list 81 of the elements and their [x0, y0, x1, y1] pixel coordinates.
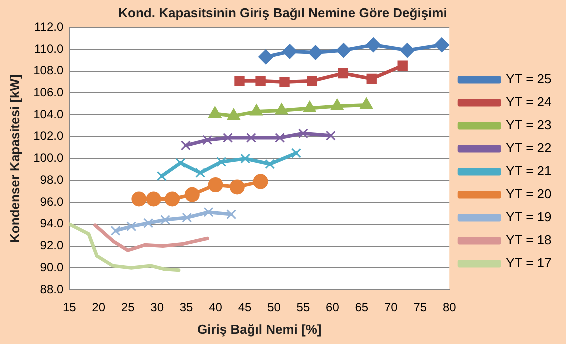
- point: [298, 128, 308, 139]
- y-tick-label: 94.0: [40, 216, 64, 231]
- point: [282, 44, 298, 60]
- y-tick-label: 108.0: [34, 64, 64, 78]
- x-tick-label: 15: [62, 300, 77, 315]
- x-tick-label: 60: [326, 300, 340, 315]
- point: [157, 171, 167, 182]
- legend-label: YT = 18: [506, 232, 552, 248]
- legend-label: YT = 21: [506, 164, 552, 179]
- chart-title: Kond. Kapasitsinin Giriş Bağıl Nemine Göre Değişimi: [118, 5, 448, 20]
- point: [366, 38, 382, 53]
- x-tick-label: 45: [238, 300, 252, 315]
- x-tick-label: 80: [442, 300, 457, 315]
- y-tick-label: 110.0: [34, 42, 64, 56]
- y-tick-label: 106.0: [34, 86, 64, 100]
- x-tick-label: 35: [180, 300, 194, 315]
- y-tick-label: 88.0: [40, 282, 64, 296]
- point: [216, 157, 227, 168]
- point: [326, 130, 336, 141]
- point: [291, 148, 302, 158]
- legend-label: YT = 17: [506, 256, 552, 271]
- y-tick-label: 92.0: [40, 238, 64, 253]
- y-tick-label: 100.0: [34, 151, 64, 166]
- point: [204, 207, 214, 218]
- point: [196, 168, 206, 178]
- point: [182, 212, 192, 223]
- legend-label: YT = 24: [506, 94, 552, 110]
- point: [234, 76, 245, 86]
- point: [146, 192, 162, 207]
- x-tick-label: 50: [268, 300, 282, 315]
- point: [256, 76, 266, 86]
- point: [258, 50, 274, 65]
- point: [400, 43, 416, 58]
- y-tick-label: 90.0: [40, 260, 64, 274]
- x-tick-label: 55: [296, 300, 310, 315]
- y-tick-label: 102.0: [34, 129, 64, 144]
- point: [176, 158, 186, 168]
- point: [336, 43, 352, 58]
- point: [208, 178, 224, 193]
- legend-label: YT = 23: [506, 118, 552, 133]
- point: [308, 45, 324, 60]
- y-axis-title: Kondenser Kapasitesi [kW]: [7, 74, 22, 243]
- point: [180, 140, 191, 151]
- point: [240, 154, 251, 164]
- point: [165, 192, 180, 207]
- y-tick-label: 104.0: [34, 107, 64, 122]
- point: [307, 76, 318, 86]
- x-tick-label: 70: [384, 300, 398, 315]
- point: [275, 133, 286, 144]
- point: [132, 192, 147, 207]
- point: [246, 133, 256, 144]
- y-tick-label: 112.0: [34, 20, 64, 34]
- legend-label: YT = 19: [506, 210, 552, 225]
- point: [144, 218, 154, 228]
- x-tick-label: 30: [150, 300, 164, 315]
- legend-label: YT = 20: [506, 186, 552, 202]
- point: [398, 60, 408, 71]
- point: [160, 215, 170, 226]
- point: [110, 226, 121, 236]
- point: [265, 159, 276, 170]
- y-tick-label: 96.0: [40, 194, 64, 209]
- legend-label: YT = 25: [506, 72, 552, 87]
- x-tick-label: 40: [209, 300, 223, 315]
- legend-label: YT = 22: [506, 140, 552, 156]
- point: [253, 174, 268, 190]
- point: [184, 187, 200, 202]
- point: [230, 180, 245, 195]
- point: [126, 222, 137, 232]
- x-tick-label: 65: [355, 300, 369, 315]
- point: [223, 133, 234, 144]
- x-axis-title: Giriş Bağıl Nemi [%]: [197, 322, 322, 337]
- point: [434, 38, 450, 53]
- point: [202, 135, 213, 146]
- point: [338, 68, 348, 79]
- x-tick-label: 75: [414, 300, 428, 315]
- x-tick-label: 25: [121, 300, 136, 315]
- point: [280, 77, 290, 88]
- point: [366, 74, 377, 84]
- x-tick-label: 20: [92, 300, 106, 315]
- point: [226, 210, 237, 220]
- y-tick-label: 98.0: [40, 172, 64, 187]
